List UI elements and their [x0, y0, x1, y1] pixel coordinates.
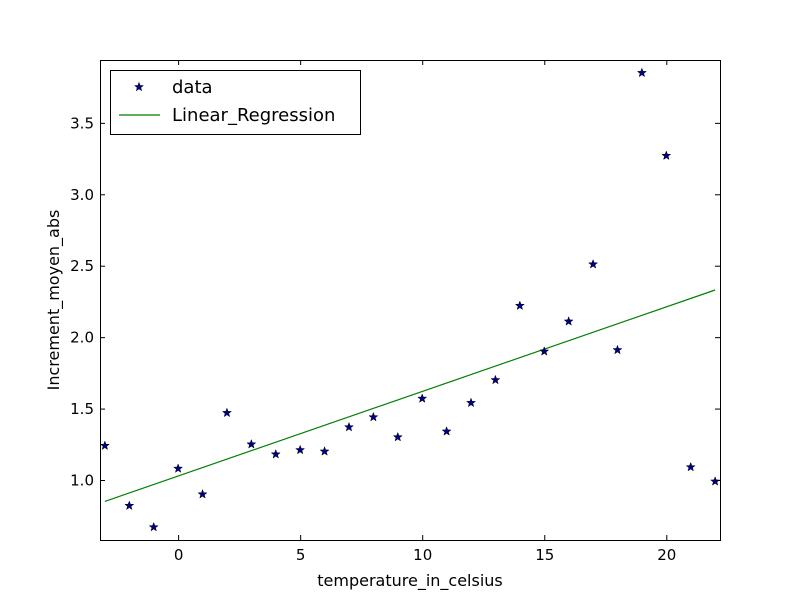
- data-points-layer: [99, 67, 721, 532]
- data-point: [221, 407, 232, 418]
- x-tick-label: 0: [174, 546, 184, 564]
- data-point: [246, 438, 257, 449]
- regression-line: [104, 289, 716, 502]
- data-point: [612, 344, 623, 355]
- x-tick-label: 15: [535, 546, 554, 564]
- data-point: [197, 488, 208, 499]
- data-point: [417, 393, 428, 403]
- x-axis-label: temperature_in_celsius: [317, 571, 503, 591]
- data-point: [124, 500, 135, 511]
- legend-label-data: data: [172, 77, 213, 98]
- y-axis-label: Increment_moyen_abs: [44, 210, 64, 391]
- legend-label-linear-regression: Linear_Regression: [172, 105, 335, 126]
- y-tick-label: 2.5: [70, 257, 94, 275]
- y-tick-label: 1.0: [70, 472, 94, 490]
- regression-line-layer: [104, 289, 716, 502]
- plot-area: [100, 60, 720, 540]
- data-point: [148, 521, 159, 532]
- x-axis-ticks: 0 5 10 15 20: [174, 60, 676, 564]
- x-tick-label: 5: [296, 546, 306, 564]
- data-point: [343, 421, 355, 432]
- legend-marker-data: [133, 81, 145, 92]
- data-point: [563, 316, 574, 326]
- data-point: [685, 461, 696, 472]
- data-point: [368, 411, 379, 422]
- data-point: [465, 397, 477, 408]
- data-point: [588, 258, 599, 269]
- data-point: [295, 444, 306, 455]
- plot-background: [100, 60, 720, 540]
- data-point: [514, 300, 525, 311]
- data-point: [319, 446, 330, 456]
- data-point: [270, 448, 281, 459]
- legend: data Linear_Regression: [110, 70, 361, 135]
- y-tick-label: 3.0: [70, 186, 94, 204]
- x-tick-label: 20: [657, 546, 676, 564]
- y-tick-label: 3.5: [70, 114, 94, 132]
- legend-box: [110, 70, 361, 135]
- y-axis-ticks: 1.0 1.5 2.0 2.5 3.0 3.5: [70, 114, 720, 490]
- data-point: [539, 346, 550, 356]
- y-tick-label: 1.5: [70, 400, 94, 418]
- data-point: [490, 374, 501, 385]
- data-point: [392, 431, 403, 442]
- y-tick-label: 2.0: [70, 329, 94, 347]
- data-point: [173, 463, 184, 473]
- x-tick-label: 10: [413, 546, 432, 564]
- data-point: [636, 67, 647, 78]
- plot-frame: [100, 60, 721, 541]
- data-point: [441, 426, 452, 436]
- data-point: [99, 440, 110, 451]
- data-point: [661, 150, 672, 161]
